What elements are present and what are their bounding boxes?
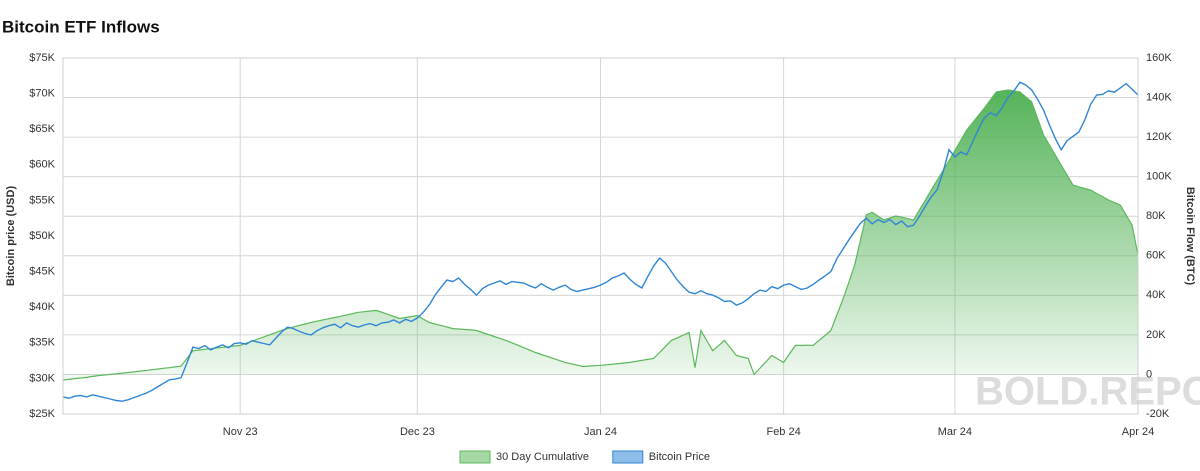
y-axis-title: Bitcoin price (USD) (5, 186, 17, 287)
legend-label: 30 Day Cumulative (496, 451, 589, 463)
y2-tick-label: 160K (1146, 52, 1172, 64)
y2-axis-title: Bitcoin Flow (BTC) (1184, 187, 1196, 286)
y2-tick-label: 20K (1146, 329, 1166, 341)
y-tick-label: $50K (29, 230, 55, 242)
y2-tick-label: 60K (1146, 250, 1166, 262)
x-tick-label: Feb 24 (766, 426, 800, 438)
legend-swatch (612, 450, 644, 464)
area-fill (63, 90, 1138, 380)
y2-tick-label: 40K (1146, 289, 1166, 301)
y-tick-label: $55K (29, 194, 55, 206)
plot-border (62, 57, 1139, 415)
y-tick-label: $35K (29, 337, 55, 349)
y-tick-label: $75K (29, 52, 55, 64)
x-tick-label: Dec 23 (400, 426, 435, 438)
y2-tick-label: 80K (1146, 210, 1166, 222)
y2-tick-label: 0 (1146, 368, 1152, 380)
y2-tick-label: 100K (1146, 171, 1172, 183)
legend-label: Bitcoin Price (649, 451, 710, 463)
y2-tick-label: -20K (1146, 408, 1170, 420)
y-tick-label: $65K (29, 123, 55, 135)
y-tick-label: $45K (29, 266, 55, 278)
x-tick-label: Nov 23 (223, 426, 258, 438)
x-tick-label: Jan 24 (584, 426, 617, 438)
y-tick-label: $40K (29, 301, 55, 313)
y2-tick-label: 140K (1146, 91, 1172, 103)
legend: 30 Day Cumulative Bitcoin Price (459, 450, 710, 464)
watermark: BOLD.REPORT (975, 370, 1200, 414)
y2-tick-label: 120K (1146, 131, 1172, 143)
chart-title: Bitcoin ETF Inflows (2, 17, 160, 36)
plot-area (62, 81, 1139, 402)
legend-swatch (459, 450, 491, 464)
x-tick-label: Apr 24 (1122, 426, 1154, 438)
price-line (62, 81, 1139, 402)
x-tick-label: Mar 24 (938, 426, 972, 438)
y-tick-label: $25K (29, 408, 55, 420)
area-line (62, 89, 1139, 381)
y-tick-label: $70K (29, 88, 55, 100)
y-tick-label: $30K (29, 372, 55, 384)
y-tick-label: $60K (29, 159, 55, 171)
